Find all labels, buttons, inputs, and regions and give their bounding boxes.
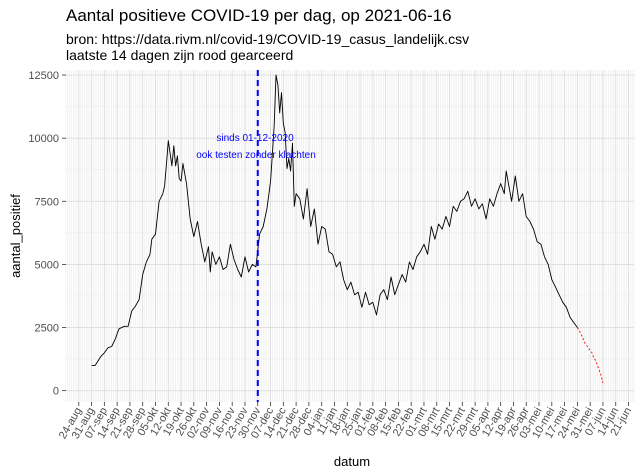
x-axis-title: datum xyxy=(334,454,370,469)
y-tick-label: 12500 xyxy=(28,70,59,82)
y-tick-label: 0 xyxy=(53,386,59,398)
y-tick-label: 10000 xyxy=(28,133,59,145)
y-axis-title: aantal_positief xyxy=(8,194,23,278)
series-line-last-14-days xyxy=(577,327,604,384)
x-axis: 24-aug31-aug07-sep14-sep21-sep28-sep05-o… xyxy=(57,402,634,441)
series-layer xyxy=(91,74,604,384)
annotation-layer: sinds 01-12-2020 ook testen zonder klach… xyxy=(196,133,316,161)
chart-subtitle-source: bron: https://data.rivm.nl/covid-19/COVI… xyxy=(66,31,470,47)
y-tick-label: 5000 xyxy=(35,259,59,271)
annotation-line-2: ook testen zonder klachten xyxy=(196,150,316,161)
series-line-positief xyxy=(91,74,578,366)
y-axis: 0 2500 5000 7500 10000 12500 xyxy=(28,70,66,398)
plot-panel xyxy=(66,70,634,402)
grid-minor xyxy=(65,70,635,402)
chart-subtitle-note: laatste 14 dagen zijn rood gearceerd xyxy=(66,47,294,63)
y-tick-label: 7500 xyxy=(35,196,59,208)
chart-title: Aantal positieve COVID-19 per dag, op 20… xyxy=(66,6,452,25)
y-tick-label: 2500 xyxy=(35,323,59,335)
annotation-line-1: sinds 01-12-2020 xyxy=(216,133,294,144)
